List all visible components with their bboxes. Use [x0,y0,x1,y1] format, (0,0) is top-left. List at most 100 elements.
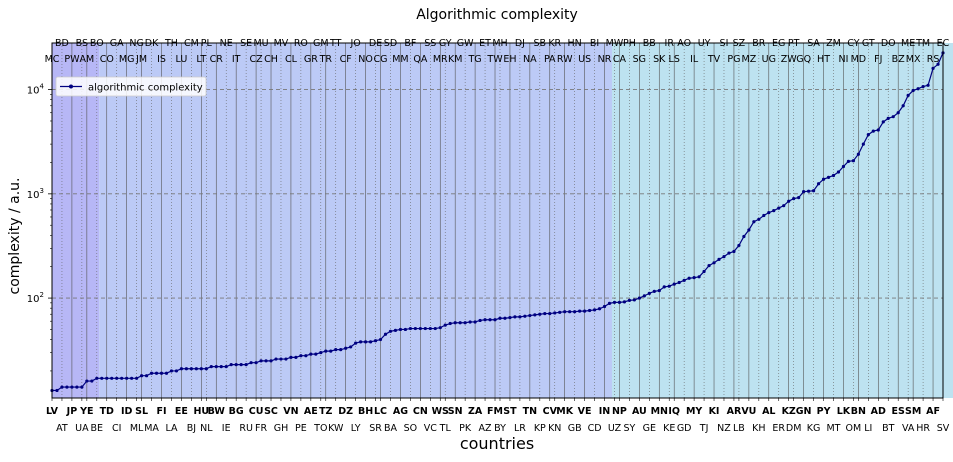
top-country-label: CL [285,54,298,65]
data-point [851,159,856,163]
data-point [189,367,193,371]
region-2 [611,43,953,398]
country-label: LB [733,423,745,434]
data-point [443,323,447,327]
top-country-label: MH [492,38,507,49]
data-point [856,152,860,156]
top-country-label: SS [424,38,436,49]
data-point [831,173,836,178]
country-label: KH [752,423,765,434]
country-label: BE [91,423,104,434]
data-point [563,310,567,314]
data-point [762,213,766,218]
country-label: LI [864,423,872,434]
top-country-label: MU [253,38,268,49]
data-point [508,315,512,320]
data-point [543,311,547,316]
country-label: TJ [699,423,709,434]
data-point [398,327,403,332]
top-country-label: BS [76,38,88,49]
top-country-label: GQ [796,54,811,65]
country-label: LV [46,406,59,417]
top-country-label: MD [851,54,867,65]
top-country-label: TT [329,38,342,49]
country-label: AD [871,406,886,417]
top-country-label: LT [196,54,206,65]
legend-box [55,76,207,97]
top-country-label: GM [313,38,329,49]
data-point [697,275,701,279]
data-point [194,367,198,371]
top-country-label: MG [119,54,135,65]
data-point [861,142,865,146]
data-point [871,129,875,133]
top-country-label: ME [901,38,915,49]
country-label: ML [130,423,144,434]
top-country-label: UY [698,38,711,49]
data-point [558,310,562,314]
data-point [468,320,472,324]
country-label: SC [264,406,278,417]
country-label: PE [295,423,307,434]
data-point [229,363,233,367]
country-label: NP [612,406,627,417]
country-label: TZ [319,406,332,417]
data-point [259,359,263,363]
country-label: CN [413,406,428,417]
country-label: ES [892,406,905,417]
top-country-label: EG [772,38,785,49]
data-point [677,280,681,285]
country-label: GN [796,406,812,417]
top-country-label: GT [862,38,875,49]
data-point [329,349,333,353]
top-country-label: LU [176,54,188,65]
top-country-label: TV [707,54,721,65]
country-label: ER [772,423,785,434]
top-country-label: IS [157,54,166,65]
data-point [438,326,442,330]
data-point [632,298,636,302]
data-point [448,321,452,326]
top-country-label: CH [264,54,278,65]
top-country-label: CF [340,54,352,65]
data-point [642,294,646,298]
top-country-label: IR [665,38,675,49]
data-point [667,284,671,288]
data-point [707,263,711,268]
top-country-label: NI [838,54,848,65]
top-country-label: PT [788,38,800,49]
country-label: BJ [187,423,196,434]
top-country-label: PW [64,54,80,65]
data-point [931,66,935,70]
data-point [811,189,816,193]
legend-label: algorithmic complexity [88,83,203,94]
data-point [627,298,632,303]
top-country-label: GY [439,38,452,49]
top-country-label: MM [392,54,408,65]
top-country-label: BR [752,38,766,49]
data-point [802,190,806,194]
data-point [513,315,517,319]
data-point [209,365,213,369]
data-point [702,269,706,274]
data-point [583,309,587,313]
top-country-label: QA [413,54,427,65]
data-point [264,359,268,363]
data-point [523,314,527,318]
data-point [149,371,154,375]
data-point [85,379,89,383]
country-label: KP [534,423,546,434]
country-label: NL [200,423,213,434]
data-point [319,350,323,355]
y-tick-label: 103 [27,187,44,201]
top-country-label: IL [690,54,699,65]
country-label: CI [112,423,121,434]
data-point [682,278,686,282]
country-label: TO [313,423,327,434]
top-country-label: MZ [742,54,757,65]
country-label: SV [937,423,950,434]
country-label: JP [66,406,78,417]
country-label: SN [448,406,463,417]
top-country-label: GA [110,38,124,49]
data-point [244,363,248,367]
